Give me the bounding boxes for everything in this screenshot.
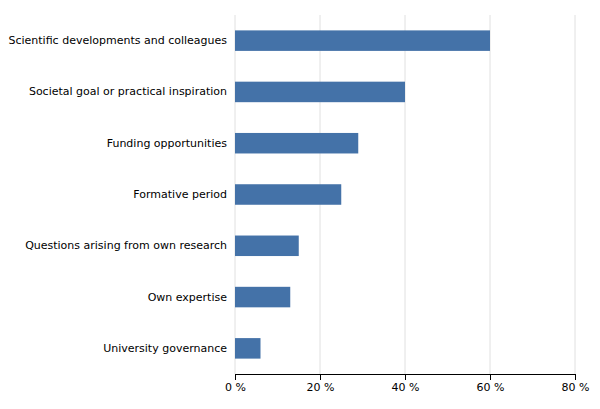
- y-tick: Questions arising from own research: [25, 239, 235, 252]
- y-tick: Own expertise: [148, 291, 235, 304]
- y-axis: University governance Own expertise Questi…: [8, 34, 235, 355]
- grid-line: [405, 15, 406, 374]
- x-tick: 80 %: [562, 374, 590, 394]
- grid-line: [490, 15, 491, 374]
- y-tick: University governance: [103, 342, 235, 355]
- x-tick: 60 %: [477, 374, 505, 394]
- grid: [235, 15, 575, 374]
- y-tick-label: University governance: [103, 342, 227, 355]
- x-tick-mark: [490, 374, 491, 380]
- bar: [235, 184, 341, 205]
- x-tick-mark: [235, 374, 236, 380]
- x-tick-label: 40 %: [392, 381, 420, 394]
- y-tick: Societal goal or practical inspiration: [29, 85, 235, 98]
- y-tick: Scientific developments and colleagues: [8, 34, 235, 47]
- y-tick-label: Funding opportunities: [107, 137, 228, 150]
- bars: [235, 30, 490, 358]
- x-tick-label: 80 %: [562, 381, 590, 394]
- plot: 0 % 20 % 40 % 60 % 80 % University governance…: [8, 15, 589, 394]
- x-tick: 0 %: [225, 374, 246, 394]
- y-tick-label: Own expertise: [148, 291, 228, 304]
- bar: [235, 30, 490, 51]
- x-tick-mark: [405, 374, 406, 380]
- bar: [235, 287, 290, 308]
- grid-line: [575, 15, 576, 374]
- chart: 0 % 20 % 40 % 60 % 80 % University governance…: [0, 0, 600, 409]
- x-tick-label: 0 %: [225, 381, 246, 394]
- y-tick: Funding opportunities: [107, 137, 235, 150]
- x-tick-label: 20 %: [307, 381, 335, 394]
- y-tick-label: Formative period: [133, 188, 227, 201]
- x-axis-line: [236, 375, 576, 381]
- x-tick: 40 %: [392, 374, 420, 394]
- y-tick-label: Questions arising from own research: [25, 239, 227, 252]
- bar: [235, 133, 358, 154]
- y-tick-label: Societal goal or practical inspiration: [29, 85, 227, 98]
- y-tick-label: Scientific developments and colleagues: [8, 34, 227, 47]
- bar: [235, 236, 299, 257]
- x-tick-label: 60 %: [477, 381, 505, 394]
- bar: [235, 82, 405, 103]
- y-tick: Formative period: [133, 188, 235, 201]
- x-axis: 0 % 20 % 40 % 60 % 80 %: [225, 374, 589, 394]
- x-tick-mark: [575, 374, 576, 380]
- bar: [235, 338, 261, 359]
- x-tick: 20 %: [307, 374, 335, 394]
- x-tick-mark: [320, 374, 321, 380]
